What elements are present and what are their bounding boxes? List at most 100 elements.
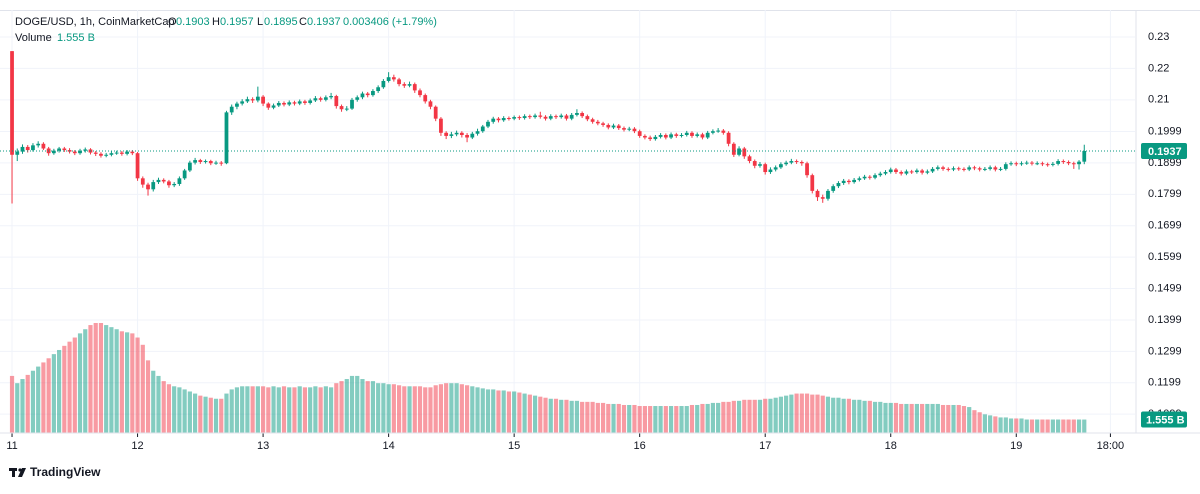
volume-bar xyxy=(203,396,208,433)
volume-bar xyxy=(988,415,993,433)
candle-body xyxy=(648,137,653,140)
x-tick-label: 18:00 xyxy=(1097,440,1125,452)
candle-body xyxy=(763,164,768,173)
volume-bar xyxy=(695,404,700,433)
volume-bar xyxy=(1029,419,1035,433)
volume-bar xyxy=(334,383,339,433)
volume-bar xyxy=(705,403,710,433)
candle-body xyxy=(622,128,626,130)
y-tick-label: 0.1699 xyxy=(1148,220,1182,232)
candle-body xyxy=(836,183,841,187)
volume-bar xyxy=(512,391,517,433)
volume-pane xyxy=(9,323,1087,433)
volume-bar xyxy=(726,401,731,433)
candle-body xyxy=(737,148,741,155)
volume-bar xyxy=(250,386,255,433)
candle-body xyxy=(988,167,993,169)
candle-body xyxy=(57,148,61,151)
candle-body xyxy=(104,154,109,156)
candle-body xyxy=(564,115,569,119)
candle-body xyxy=(99,153,103,156)
volume-bar xyxy=(951,404,956,433)
candle-body xyxy=(941,167,945,169)
volume-bar xyxy=(480,388,485,433)
y-tick-label: 0.1799 xyxy=(1148,188,1182,200)
candle-body xyxy=(1035,163,1040,165)
candle-body xyxy=(402,84,407,86)
candle-body xyxy=(527,116,532,118)
volume-bar xyxy=(88,325,93,433)
volume-bar xyxy=(1056,419,1061,433)
volume-bar xyxy=(846,398,851,433)
volume-bar xyxy=(1071,419,1076,433)
candle-body xyxy=(1040,163,1045,165)
candle-body xyxy=(496,118,501,121)
candle-body xyxy=(350,99,354,109)
candle-body xyxy=(203,161,208,163)
candle-body xyxy=(229,106,234,113)
volume-bar xyxy=(878,401,883,433)
brand-logo xyxy=(9,468,26,477)
candle-body xyxy=(700,134,705,138)
volume-bar xyxy=(731,400,736,433)
candle-body xyxy=(883,172,888,174)
candle-body xyxy=(998,168,1003,170)
chart-title: DOGE/USD, 1h, CoinMarketCap xyxy=(15,16,175,28)
volume-bar xyxy=(1003,417,1008,433)
volume-bar xyxy=(83,329,88,433)
x-tick-label: 14 xyxy=(382,440,394,452)
volume-bar xyxy=(417,386,423,433)
candle-body xyxy=(611,125,616,128)
volume-bar xyxy=(914,403,919,433)
volume-bar xyxy=(883,402,888,433)
volume-bar xyxy=(763,398,768,433)
candle-body xyxy=(470,133,475,138)
y-tick-label: 0.1999 xyxy=(1148,125,1182,137)
volume-bar xyxy=(658,406,663,433)
volume-bar xyxy=(25,374,30,433)
candle-body xyxy=(674,134,679,136)
h-value: 0.1957 xyxy=(220,16,254,28)
candle-body xyxy=(915,170,919,173)
volume-bar xyxy=(559,399,564,433)
candle-body xyxy=(826,190,830,199)
volume-bar xyxy=(621,404,627,433)
volume-bar xyxy=(961,406,967,433)
candle-body xyxy=(146,184,150,190)
change: 0.003406 (+1.79%) xyxy=(343,16,437,28)
candle-body xyxy=(31,145,35,151)
candle-body xyxy=(271,105,276,108)
volume-bar xyxy=(532,395,538,433)
volume-bar xyxy=(454,383,459,433)
volume-bar xyxy=(564,399,569,433)
volume-bar xyxy=(538,396,543,433)
candle-body xyxy=(125,151,129,154)
volume-bar xyxy=(857,399,862,433)
volume-bar xyxy=(323,386,328,433)
volume-bar xyxy=(475,387,480,433)
volume-bar xyxy=(799,393,804,433)
candle-body xyxy=(773,167,778,170)
volume-bar xyxy=(213,398,219,433)
volume-bar xyxy=(506,391,512,433)
candle-body xyxy=(637,131,642,136)
volume-bar xyxy=(747,399,752,433)
volume-bar xyxy=(998,417,1003,433)
candle-body xyxy=(575,113,579,115)
candle-body xyxy=(962,168,966,170)
volume-bar xyxy=(888,402,893,433)
candle-body xyxy=(25,146,30,151)
volume-bar xyxy=(841,398,846,433)
volume-bar xyxy=(428,387,433,433)
top-border xyxy=(0,10,1200,11)
candle-body xyxy=(831,186,836,191)
y-tick-label: 0.1199 xyxy=(1148,377,1181,389)
candle-body xyxy=(799,161,804,164)
candle-body xyxy=(956,168,961,170)
candle-body xyxy=(214,162,218,164)
volume-bar xyxy=(208,397,213,433)
volume-bar xyxy=(318,387,323,433)
candle-body xyxy=(669,134,673,138)
candle-body xyxy=(705,132,710,138)
candle-body xyxy=(407,84,412,86)
